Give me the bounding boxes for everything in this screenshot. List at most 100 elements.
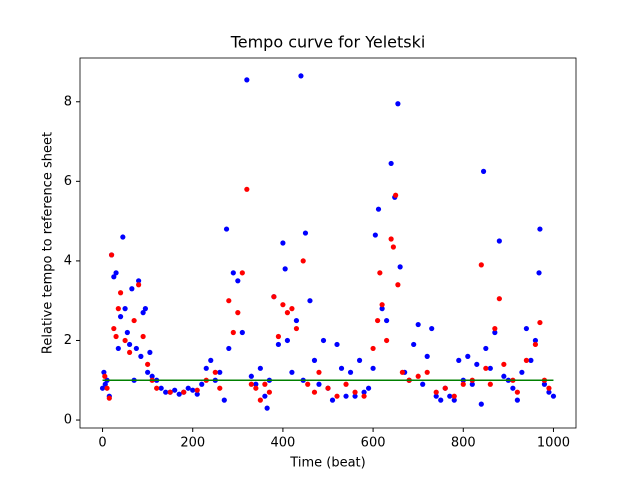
data-point [120,234,126,240]
data-point [203,365,209,371]
data-point [370,345,376,352]
data-point [361,393,367,399]
data-point [372,232,378,238]
data-point [194,387,200,393]
data-point [257,365,263,371]
data-point [532,341,539,348]
data-point [465,353,471,359]
data-point [239,270,245,276]
data-point [316,369,322,375]
data-point [379,302,385,308]
data-point [361,389,367,395]
data-point [311,357,318,363]
data-point [480,168,487,174]
data-point [501,373,507,379]
y-tick-label: 6 [64,174,72,189]
data-point [248,381,254,387]
data-point [487,365,493,371]
data-point [347,369,354,375]
data-point [379,306,385,312]
data-point [262,393,268,399]
data-point [460,381,466,387]
data-point [438,397,444,403]
data-point [127,341,133,348]
data-point [395,282,401,288]
data-point [343,381,349,387]
data-point [514,397,520,403]
x-tick-label: 1000 [537,436,570,451]
data-point [343,393,349,399]
data-point [307,298,313,304]
data-point [136,282,142,288]
data-point [99,385,106,391]
data-point [316,381,322,387]
data-point [415,373,421,379]
data-point [140,333,146,340]
data-point [532,337,539,344]
data-point [154,385,160,391]
data-point [483,345,489,352]
data-point [266,389,272,395]
data-point [115,306,121,312]
data-point [451,393,457,399]
data-point [147,349,153,356]
data-point [424,369,430,375]
data-point [194,391,200,397]
data-point [546,385,552,391]
data-point [395,101,401,107]
data-point [167,389,173,395]
data-point [111,274,117,280]
data-point [352,389,358,395]
data-point [523,325,530,332]
data-point [239,329,245,336]
data-point [208,357,214,363]
data-point [108,252,115,258]
data-point [356,357,363,363]
data-point [102,381,108,387]
y-tick-label: 2 [64,333,72,348]
data-point [393,192,399,198]
data-point [399,369,405,375]
data-point [300,258,306,264]
data-point [388,236,394,242]
data-point [122,306,128,312]
data-point [223,226,230,232]
data-point [384,317,390,324]
data-point [113,333,119,340]
data-point [122,337,128,344]
data-point [264,405,270,411]
data-point [447,393,453,399]
data-point [115,345,121,352]
data-point [388,160,394,167]
data-point [104,385,110,391]
x-axis-label: Time (beat) [289,456,365,471]
data-point [176,391,182,397]
data-point [390,244,396,250]
data-point [289,369,295,375]
data-point [282,266,288,272]
y-axis-label: Relative tempo to reference sheet [41,132,56,354]
y-tick-label: 4 [64,253,72,268]
data-point [320,337,327,344]
data-point [172,387,178,393]
data-point [510,385,516,391]
data-point [377,270,383,276]
data-point [127,349,133,356]
data-point [190,387,196,393]
data-point [375,317,381,324]
data-point [142,306,148,312]
y-tick-label: 0 [64,413,72,428]
data-point [325,385,331,391]
x-tick-label: 800 [451,436,476,451]
data-point [536,270,542,276]
data-point [145,361,151,367]
data-point [433,393,439,399]
plot-frame [79,57,577,429]
data-point [338,365,345,371]
data-point [244,186,250,192]
data-point [334,393,340,399]
data-point [275,341,281,348]
data-point [519,369,525,375]
data-point [106,395,112,401]
data-point [411,341,417,348]
